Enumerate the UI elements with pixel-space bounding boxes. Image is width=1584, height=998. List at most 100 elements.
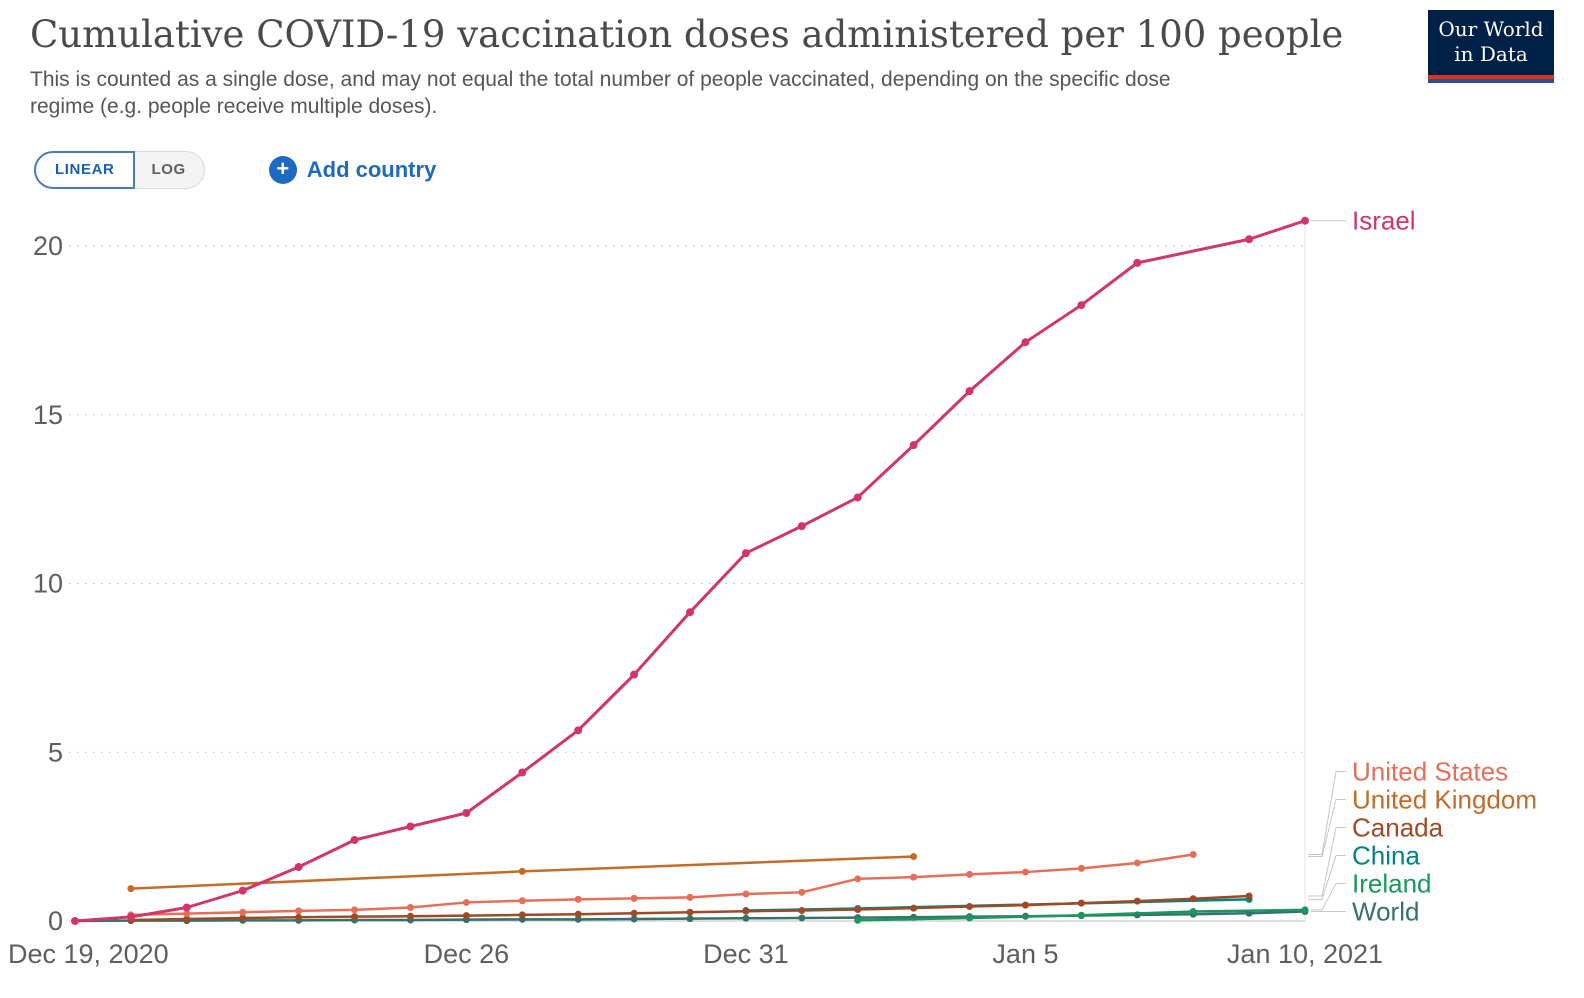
data-point-united-states[interactable] bbox=[462, 898, 470, 906]
data-point-world[interactable] bbox=[742, 914, 750, 922]
data-point-canada[interactable] bbox=[1133, 897, 1141, 905]
data-point-united-states[interactable] bbox=[854, 875, 862, 883]
data-point-ireland[interactable] bbox=[1301, 906, 1309, 914]
data-point-israel[interactable] bbox=[1133, 258, 1142, 267]
data-point-united-states[interactable] bbox=[1133, 859, 1141, 867]
owid-logo-box: Our World in Data bbox=[1428, 10, 1554, 75]
owid-logo[interactable]: Our World in Data bbox=[1428, 10, 1554, 83]
data-point-canada[interactable] bbox=[966, 902, 974, 910]
data-point-united-states[interactable] bbox=[966, 870, 974, 878]
data-point-united-states[interactable] bbox=[1189, 850, 1197, 858]
data-point-united-states[interactable] bbox=[798, 888, 806, 896]
data-point-world[interactable] bbox=[574, 915, 582, 923]
plus-icon: + bbox=[268, 155, 297, 184]
data-point-canada[interactable] bbox=[1077, 899, 1085, 907]
data-point-israel[interactable] bbox=[238, 886, 247, 895]
data-point-united-states[interactable] bbox=[686, 893, 694, 901]
series-label-israel[interactable]: Israel bbox=[1352, 206, 1416, 236]
data-point-united-states[interactable] bbox=[630, 894, 638, 902]
data-point-israel[interactable] bbox=[518, 768, 527, 777]
data-point-canada[interactable] bbox=[518, 911, 526, 919]
x-axis-label: Jan 5 bbox=[992, 939, 1058, 969]
data-point-canada[interactable] bbox=[1021, 901, 1029, 909]
data-point-israel[interactable] bbox=[686, 608, 694, 617]
data-point-canada[interactable] bbox=[630, 909, 638, 917]
data-point-israel[interactable] bbox=[797, 522, 806, 531]
series-label-china[interactable]: China bbox=[1352, 841, 1420, 871]
data-point-ireland[interactable] bbox=[854, 916, 862, 924]
series-line-united-states[interactable] bbox=[129, 853, 1195, 917]
data-point-israel[interactable] bbox=[630, 670, 639, 679]
data-point-israel[interactable] bbox=[853, 493, 862, 502]
data-point-united-states[interactable] bbox=[1077, 864, 1085, 872]
data-point-israel[interactable] bbox=[965, 387, 974, 396]
label-connector-united-kingdom bbox=[1308, 799, 1346, 858]
data-point-canada[interactable] bbox=[854, 906, 862, 914]
data-point-united-states[interactable] bbox=[295, 907, 303, 915]
data-point-israel[interactable] bbox=[406, 822, 415, 831]
log-button[interactable]: LOG bbox=[132, 150, 205, 189]
data-point-ireland[interactable] bbox=[1077, 911, 1085, 919]
data-point-israel[interactable] bbox=[126, 912, 135, 921]
data-point-united-kingdom[interactable] bbox=[127, 885, 135, 893]
data-point-united-states[interactable] bbox=[406, 903, 414, 911]
label-connector-china bbox=[1308, 855, 1346, 900]
data-point-canada[interactable] bbox=[686, 908, 694, 916]
data-point-united-states[interactable] bbox=[183, 910, 191, 918]
data-point-israel[interactable] bbox=[294, 862, 303, 871]
data-point-canada[interactable] bbox=[1245, 892, 1253, 900]
label-connector-united-states bbox=[1308, 771, 1346, 855]
data-point-canada[interactable] bbox=[239, 914, 247, 922]
add-country-label: Add country bbox=[306, 156, 437, 182]
line-chart[interactable]: 0 5 10 15 20 Dec 19, 2020 Dec 26 Dec 31 Jan 5 Jan… bbox=[0, 201, 1584, 989]
data-point-canada[interactable] bbox=[351, 913, 359, 921]
data-point-united-states[interactable] bbox=[518, 897, 526, 905]
data-point-israel[interactable] bbox=[1021, 338, 1030, 347]
data-point-canada[interactable] bbox=[574, 910, 582, 918]
data-point-israel[interactable] bbox=[462, 808, 471, 817]
chart-header: Cumulative COVID-19 vaccination doses ad… bbox=[0, 0, 1584, 121]
data-point-canada[interactable] bbox=[1189, 895, 1197, 903]
add-country-button[interactable]: + Add country bbox=[268, 155, 437, 184]
data-point-israel[interactable] bbox=[741, 549, 750, 558]
data-point-canada[interactable] bbox=[742, 907, 750, 915]
data-point-united-states[interactable] bbox=[351, 906, 359, 914]
data-point-canada[interactable] bbox=[295, 913, 303, 921]
data-point-ireland[interactable] bbox=[966, 914, 974, 922]
series-line-israel[interactable] bbox=[73, 219, 1307, 923]
data-point-israel[interactable] bbox=[1301, 216, 1309, 225]
scale-toggle: LINEAR LOG bbox=[34, 150, 205, 189]
data-point-israel[interactable] bbox=[182, 903, 191, 912]
linear-button[interactable]: LINEAR bbox=[34, 150, 136, 189]
data-point-world[interactable] bbox=[686, 915, 694, 923]
data-point-canada[interactable] bbox=[462, 912, 470, 920]
data-point-canada[interactable] bbox=[910, 904, 918, 912]
data-point-israel[interactable] bbox=[909, 441, 918, 450]
data-point-canada[interactable] bbox=[798, 907, 806, 915]
data-point-united-states[interactable] bbox=[239, 908, 247, 916]
series-label-united-kingdom[interactable]: United Kingdom bbox=[1352, 785, 1537, 815]
series-label-united-states[interactable]: United States bbox=[1352, 757, 1508, 787]
logo-red-bar bbox=[1428, 75, 1554, 79]
data-point-israel[interactable] bbox=[1245, 235, 1254, 244]
data-point-united-kingdom[interactable] bbox=[910, 853, 918, 861]
data-point-world[interactable] bbox=[798, 914, 806, 922]
data-point-united-states[interactable] bbox=[1021, 868, 1029, 876]
y-axis-label: 5 bbox=[48, 737, 63, 767]
data-point-united-states[interactable] bbox=[742, 890, 750, 898]
data-point-israel[interactable] bbox=[574, 726, 583, 735]
data-point-ireland[interactable] bbox=[1189, 908, 1197, 916]
data-point-united-kingdom[interactable] bbox=[518, 867, 526, 875]
y-axis-label: 0 bbox=[48, 906, 63, 936]
data-point-israel[interactable] bbox=[350, 835, 359, 844]
series-label-canada[interactable]: Canada bbox=[1352, 813, 1444, 843]
series-label-ireland[interactable]: Ireland bbox=[1352, 869, 1432, 899]
data-point-canada[interactable] bbox=[406, 912, 414, 920]
data-point-united-states[interactable] bbox=[910, 873, 918, 881]
data-point-world[interactable] bbox=[630, 915, 638, 923]
data-point-united-states[interactable] bbox=[574, 895, 582, 903]
series-label-world[interactable]: World bbox=[1352, 897, 1419, 927]
data-point-israel[interactable] bbox=[1077, 301, 1086, 310]
data-point-israel[interactable] bbox=[71, 916, 79, 925]
data-point-canada[interactable] bbox=[183, 915, 191, 923]
